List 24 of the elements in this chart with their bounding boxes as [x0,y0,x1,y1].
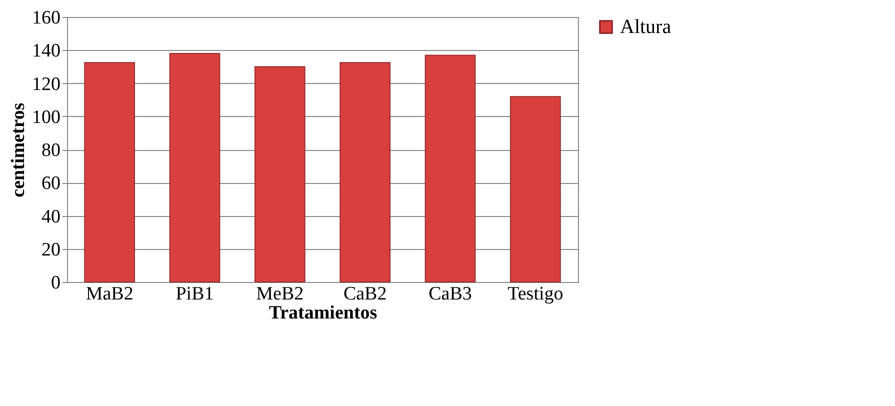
y-tick-label: 20 [42,239,60,260]
y-tick-label: 160 [32,8,60,28]
x-axis-title: Tratamientos [268,302,378,324]
y-tick-label: 0 [51,272,60,294]
y-tick-label: 100 [32,106,60,128]
x-tick-label: Testigo [508,284,564,304]
x-tick-label: MeB2 [256,284,304,304]
bar [424,54,476,282]
bar [340,62,390,282]
bar [510,96,561,282]
x-tick-label: CaB3 [428,284,472,304]
bar [169,53,220,282]
x-tick-label: PiB1 [176,284,214,304]
y-tick-label: 140 [32,40,60,62]
bar [254,66,306,282]
y-tick-label: 60 [42,173,60,194]
y-tick-label: 40 [42,206,60,228]
x-tick-label: CaB2 [343,284,387,304]
legend-label: Altura [620,16,672,38]
x-tick-label: MaB2 [86,284,134,304]
y-tick-label: 120 [32,74,60,95]
bar [84,62,135,282]
y-tick-label: 80 [42,140,60,161]
y-axis-title: centimetros [8,102,29,198]
